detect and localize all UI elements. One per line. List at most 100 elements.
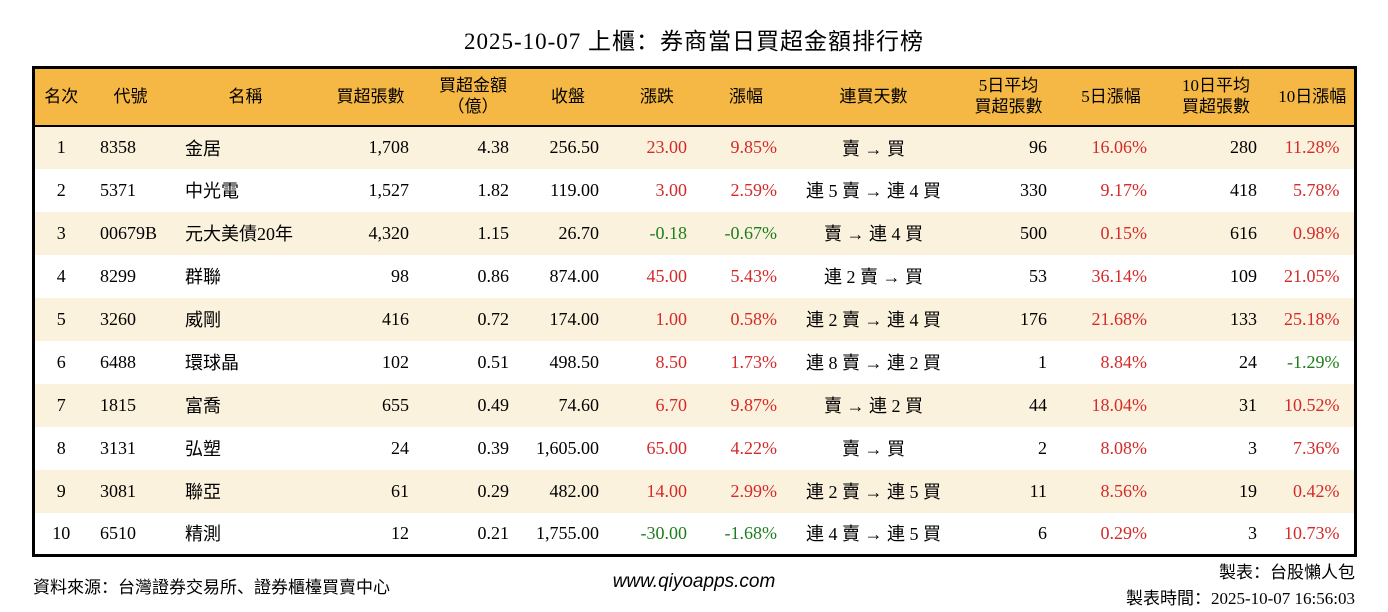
table-cell: 36.14% <box>1091 265 1148 286</box>
table-cell: 6.70 <box>655 394 688 415</box>
table-cell: 2 <box>56 179 66 200</box>
column-header: 名稱 <box>173 67 318 127</box>
footer: 資料來源：台灣證券交易所、證券櫃檯買賣中心 www.qiyoapps.com 製… <box>33 563 1355 612</box>
table-cell: 19 <box>1239 480 1257 501</box>
table-cell: 3 <box>1248 522 1257 543</box>
table-cell: 0.72 <box>477 308 510 329</box>
table-cell: 102 <box>382 351 409 372</box>
table-cell: 10.52% <box>1284 394 1340 415</box>
website-url: www.qiyoapps.com <box>612 571 776 592</box>
table-cell: 4.22% <box>730 437 778 458</box>
column-header: 5日平均 買超張數 <box>956 67 1061 127</box>
table-cell: 連 4 賣 → 連 5 買 <box>806 524 941 545</box>
table-header: 名次 代號 名稱 買超張數 買超金額 （億） 收盤 漲跌 漲幅 連買天數 5日平均 買超張數 5日漲幅 1… <box>33 67 1355 127</box>
table-cell: 0.21 <box>477 522 510 543</box>
table-cell: 109 <box>1230 265 1257 286</box>
table-cell: 1,527 <box>368 179 410 200</box>
table-cell: 5.43% <box>730 265 778 286</box>
table-cell: 25.18% <box>1284 308 1340 329</box>
table-cell: 聯亞 <box>185 482 221 502</box>
table-cell: 482.00 <box>549 480 600 501</box>
table-row: 1 8358 金居 1,708 4.38 256.50 23.00 9.85% 賣 → 買 96 1… <box>33 125 1355 169</box>
table-cell: 賣 → 連 2 買 <box>824 396 923 416</box>
table-cell: 8 <box>56 437 66 458</box>
table-cell: 3131 <box>100 437 136 458</box>
column-header: 漲跌 <box>613 67 701 127</box>
table-cell: -30.00 <box>640 522 688 543</box>
table-cell: 874.00 <box>549 265 600 286</box>
table-cell: 10 <box>52 522 71 543</box>
table-cell: 6488 <box>100 351 136 372</box>
table-cell: 精測 <box>185 524 221 545</box>
table-cell: 11 <box>1029 480 1047 501</box>
table-cell: 連 2 賣 → 買 <box>824 267 923 287</box>
table-cell: 1,755.00 <box>536 522 599 543</box>
table-cell: 4 <box>56 265 66 286</box>
table-cell: 0.29 <box>477 480 510 501</box>
table-cell: 威剛 <box>185 310 221 330</box>
table-cell: 群聯 <box>185 267 221 287</box>
table-cell: 0.58% <box>730 308 778 329</box>
table-cell: 6 <box>1038 522 1047 543</box>
table-cell: 1815 <box>100 394 136 415</box>
column-header: 名次 <box>33 67 88 127</box>
table-cell: 2 <box>1038 437 1047 458</box>
table-cell: 65.00 <box>646 437 688 458</box>
table-cell: 3.00 <box>655 179 688 200</box>
table-cell: 18.04% <box>1091 394 1148 415</box>
table-cell: 8.08% <box>1100 437 1148 458</box>
table-row: 6 6488 環球晶 102 0.51 498.50 8.50 1.73% 連 8 賣 → 連 … <box>33 340 1355 384</box>
table-cell: 元大美債20年 <box>185 224 293 244</box>
table-cell: 1.73% <box>730 351 778 372</box>
table-cell: 96 <box>1029 137 1047 157</box>
table-cell: 9.17% <box>1100 179 1148 200</box>
table-cell: 9.87% <box>730 394 778 415</box>
table-cell: 連 8 賣 → 連 2 買 <box>806 353 941 373</box>
table-cell: 133 <box>1230 308 1257 329</box>
table-cell: 31 <box>1239 394 1257 415</box>
table-cell: 8358 <box>100 137 136 157</box>
table-cell: 10.73% <box>1284 522 1340 543</box>
table-cell: -0.18 <box>649 222 688 243</box>
table-cell: 174.00 <box>549 308 600 329</box>
table-cell: 0.49 <box>477 394 510 415</box>
table-cell: 環球晶 <box>185 353 239 373</box>
table-cell: 4.38 <box>477 137 510 157</box>
table-cell: 2.99% <box>730 480 778 501</box>
table-cell: 1,605.00 <box>536 437 599 458</box>
table-cell: 賣 → 買 <box>842 439 905 459</box>
table-cell: 1.15 <box>477 222 510 243</box>
table-cell: 0.86 <box>477 265 510 286</box>
table-cell: 45.00 <box>646 265 688 286</box>
table-cell: 賣 → 連 4 買 <box>824 224 923 244</box>
table-row: 9 3081 聯亞 61 0.29 482.00 14.00 2.99% 連 2 賣 → 連 5… <box>33 469 1355 513</box>
table-cell: -0.67% <box>724 222 778 243</box>
table-row: 4 8299 群聯 98 0.86 874.00 45.00 5.43% 連 2 賣 → 買 53… <box>33 254 1355 298</box>
table-cell: 44 <box>1029 394 1047 415</box>
table-cell: 8.84% <box>1100 351 1148 372</box>
table-cell: 655 <box>382 394 409 415</box>
table-cell: 9 <box>56 480 66 501</box>
column-header: 買超金額 （億） <box>423 67 523 127</box>
table-cell: 280 <box>1230 137 1257 157</box>
made-time-text: 製表時間：2025-10-07 16:56:03 <box>1125 589 1355 608</box>
table-cell: 5 <box>56 308 66 329</box>
table-cell: 8.50 <box>655 351 688 372</box>
table-cell: 23.00 <box>646 137 688 157</box>
table-cell: 616 <box>1230 222 1257 243</box>
table-cell: 119.00 <box>550 179 599 200</box>
table-cell: 11.28% <box>1284 137 1340 157</box>
table-cell: 256.50 <box>549 137 600 157</box>
table-cell: 498.50 <box>549 351 600 372</box>
table-cell: 1 <box>1038 351 1047 372</box>
column-header: 10日平均 買超張數 <box>1161 67 1271 127</box>
table-cell: 連 2 賣 → 連 4 買 <box>806 310 941 330</box>
table-cell: 6510 <box>100 522 136 543</box>
table-cell: -1.68% <box>724 522 778 543</box>
table-cell: 2.59% <box>730 179 778 200</box>
table-body: 1 8358 金居 1,708 4.38 256.50 23.00 9.85% 賣 → 買 96 1… <box>33 125 1355 556</box>
column-header: 買超張數 <box>318 67 423 127</box>
table-cell: 7 <box>56 394 66 415</box>
table-cell: 98 <box>391 265 409 286</box>
table-cell: 74.60 <box>558 394 600 415</box>
